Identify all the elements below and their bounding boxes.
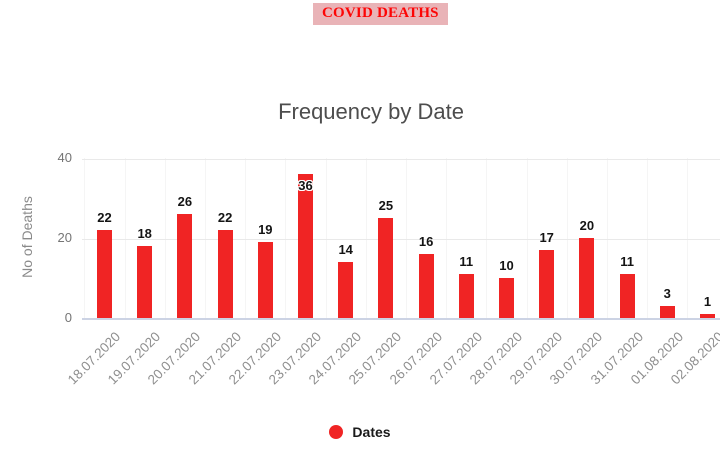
vertical-gridline	[124, 158, 126, 318]
vertical-gridline	[406, 158, 407, 318]
bar[interactable]	[499, 278, 514, 318]
bar-value-label: 14	[338, 242, 353, 257]
bar[interactable]	[458, 274, 474, 318]
bar[interactable]	[700, 314, 715, 318]
bar-value-label: 20	[579, 218, 595, 233]
vertical-gridline	[205, 158, 206, 318]
bar[interactable]	[659, 306, 675, 318]
legend[interactable]: Dates	[0, 424, 720, 440]
bar-value-label: 22	[97, 210, 112, 225]
bar[interactable]	[579, 238, 595, 318]
vertical-gridline	[486, 158, 488, 318]
y-tick-label: 20	[57, 230, 72, 245]
vertical-gridline	[245, 158, 247, 318]
vertical-gridline	[566, 158, 568, 318]
bar-value-label: 16	[418, 234, 434, 249]
vertical-gridline	[647, 158, 649, 318]
y-tick-label: 0	[64, 310, 72, 325]
vertical-gridline	[84, 158, 86, 318]
vertical-gridline	[164, 158, 166, 318]
bar-value-label: 26	[177, 194, 193, 209]
bar-value-label: 19	[258, 222, 273, 237]
legend-label: Dates	[352, 424, 391, 440]
vertical-gridline	[285, 158, 287, 318]
bar[interactable]	[137, 246, 153, 318]
bar[interactable]	[217, 230, 233, 318]
bar-value-label: 3	[663, 286, 671, 301]
bar-value-label: 36	[298, 178, 313, 193]
bar-value-label: 11	[459, 254, 474, 269]
bar-value-label: 17	[539, 230, 554, 245]
chart-title: Frequency by Date	[278, 99, 464, 124]
bar[interactable]	[378, 218, 394, 318]
bar[interactable]	[257, 242, 273, 318]
bar[interactable]	[338, 262, 354, 318]
gridline	[82, 238, 720, 240]
legend-marker-icon	[329, 425, 344, 439]
bar[interactable]	[539, 250, 555, 318]
y-tick-label: 40	[57, 150, 72, 165]
x-axis-line	[82, 318, 720, 320]
vertical-gridline	[365, 158, 367, 318]
bar-value-label: 11	[620, 254, 634, 269]
vertical-gridline	[325, 158, 327, 318]
bar[interactable]	[418, 254, 434, 318]
bar-value-label: 18	[137, 226, 152, 241]
vertical-gridline	[687, 158, 689, 318]
vertical-gridline	[526, 158, 528, 318]
covid-deaths-banner: COVID DEATHS	[313, 3, 448, 25]
bar[interactable]	[619, 274, 635, 318]
bar[interactable]	[177, 214, 193, 318]
vertical-gridline	[607, 158, 608, 318]
gridline	[82, 158, 720, 160]
bar-value-label: 25	[378, 198, 394, 213]
vertical-gridline	[446, 158, 448, 318]
bar-value-label: 1	[703, 294, 712, 309]
bar[interactable]	[97, 230, 112, 318]
bar-value-label: 22	[217, 210, 233, 225]
bar[interactable]	[298, 174, 313, 318]
bar-value-label: 10	[499, 258, 514, 273]
